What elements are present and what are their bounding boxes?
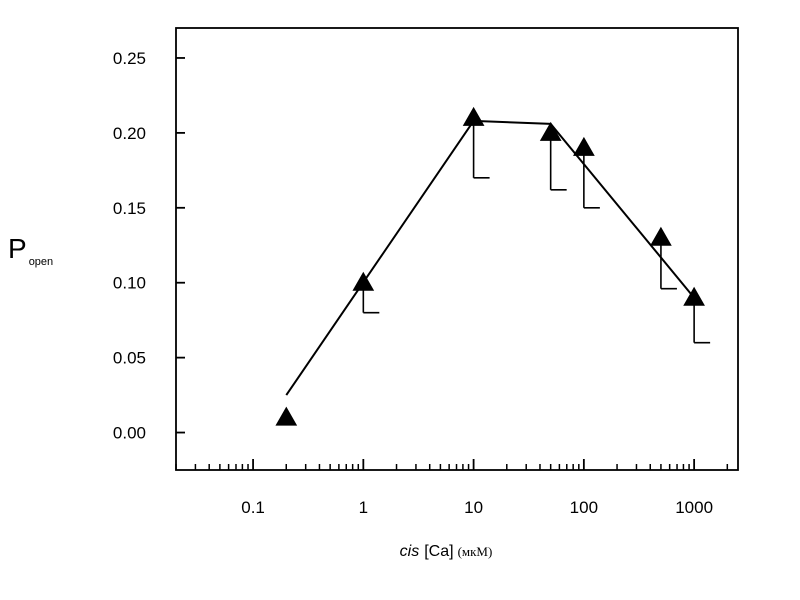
x-tick-label: 1 [359,498,368,517]
y-tick-label: 0.15 [113,199,146,218]
y-tick-label: 0.10 [113,274,146,293]
data-point-marker [573,136,595,156]
fit-line [285,119,695,396]
x-tick-label: 0.1 [241,498,265,517]
x-axis-label-unit: (мкМ) [458,544,493,559]
data-point-marker [275,406,298,426]
y-axis-label-main: P [8,233,27,264]
x-tick-label: 1000 [675,498,713,517]
x-tick-label: 10 [464,498,483,517]
data-point-marker [352,271,375,291]
x-tick-label: 100 [570,498,598,517]
y-tick-label: 0.05 [113,349,146,368]
x-axis-label-italic: cis [400,543,420,560]
data-markers [275,106,705,426]
fit-line-group [285,119,695,396]
x-minor-ticks [175,464,729,470]
data-point-marker [462,106,485,126]
x-axis-ticks: 0.1 1 10 100 1000 [241,459,713,517]
x-axis-label: cis [Ca] (мкМ) [400,543,493,560]
data-point-marker [683,286,705,306]
error-bars [362,117,711,344]
y-tick-label: 0.00 [113,424,146,443]
x-axis-label-main: [Ca] [424,543,453,560]
data-point-marker [539,121,562,141]
data-point-marker [650,226,672,246]
y-axis-label-sub: open [29,256,53,268]
y-tick-label: 0.25 [113,49,146,68]
y-axis-ticks: 0.00 0.05 0.10 0.15 0.20 0.25 [113,49,185,443]
y-tick-label: 0.20 [113,124,146,143]
